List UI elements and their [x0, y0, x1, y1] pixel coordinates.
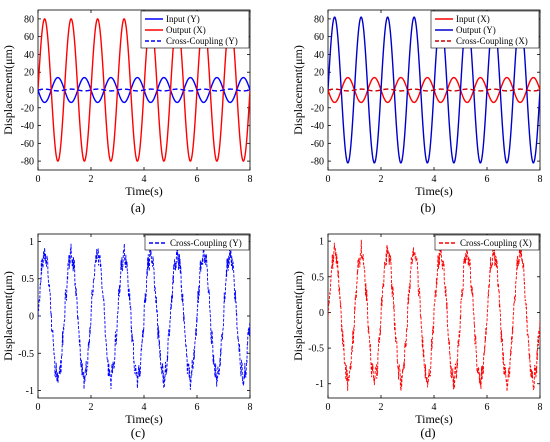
y-tick-label: -1 [316, 379, 324, 390]
x-tick-label: 2 [89, 174, 94, 185]
y-tick-label: -20 [311, 103, 324, 114]
y-tick-label: -0.5 [308, 344, 324, 355]
legend-entry: Cross-Coupling (Y) [170, 238, 242, 248]
x-tick-label: 2 [89, 402, 94, 413]
legend-box [144, 234, 250, 251]
y-tick-label: -80 [311, 157, 324, 168]
y-tick-label: 80 [24, 14, 34, 25]
chart-panel-d: 0 2 4 6 8 -1 -0.5 0 0.5 1 Time(s) Displacement(μm) C… [291, 233, 543, 440]
y-axis-label: Displacement(μm) [291, 271, 305, 361]
legend-entry: Cross-Coupling (X) [456, 36, 528, 46]
panel-caption: (d) [420, 425, 435, 440]
x-tick-label: 8 [538, 174, 543, 185]
y-tick-label: -60 [21, 139, 34, 150]
y-tick-label: -0.5 [18, 349, 34, 360]
x-tick-label: 8 [248, 174, 253, 185]
y-tick-label: 20 [314, 68, 324, 79]
y-tick-label: 0.5 [312, 272, 325, 283]
series-line-2 [38, 88, 250, 92]
x-tick-label: 4 [142, 174, 147, 185]
x-tick-label: 6 [485, 402, 490, 413]
legend-entry: Output (X) [166, 25, 206, 35]
x-tick-label: 8 [538, 402, 543, 413]
x-tick-label: 0 [326, 402, 331, 413]
x-tick-label: 4 [432, 402, 437, 413]
panel-caption: (c) [131, 425, 145, 440]
y-tick-label: 0 [29, 86, 34, 97]
x-tick-label: 4 [142, 402, 147, 413]
y-axis-label: Displacement(μm) [1, 271, 15, 361]
x-tick-label: 2 [379, 174, 384, 185]
y-tick-label: 20 [24, 68, 34, 79]
legend-box [434, 234, 540, 251]
legend-entry: Input (X) [456, 14, 490, 24]
y-tick-label: 0.5 [22, 274, 35, 285]
y-tick-label: 1 [319, 237, 324, 248]
x-axis-label: Time(s) [125, 184, 163, 198]
y-tick-label: 60 [314, 32, 324, 43]
y-tick-label: -40 [311, 121, 324, 132]
chart-panel-a: 0 2 4 6 8 -80 -60 -40 -20 0 20 40 60 80 Time(s) Displac… [1, 9, 253, 215]
panel-caption: (a) [131, 200, 145, 215]
legend-entry: Output (Y) [456, 25, 496, 35]
x-axis-label: Time(s) [415, 184, 453, 198]
x-axis-label: Time(s) [415, 412, 453, 426]
legend-entry: Cross-Coupling (X) [460, 238, 532, 248]
x-tick-label: 0 [36, 402, 41, 413]
panel-caption: (b) [420, 200, 435, 215]
y-tick-label: 60 [24, 32, 34, 43]
y-tick-label: -60 [311, 139, 324, 150]
series-line-0 [328, 239, 540, 392]
x-tick-label: 4 [432, 174, 437, 185]
y-tick-label: 80 [314, 14, 324, 25]
x-tick-label: 6 [485, 174, 490, 185]
y-tick-label: 0 [319, 86, 324, 97]
x-tick-label: 0 [36, 174, 41, 185]
y-tick-label: 1 [29, 237, 34, 248]
chart-panel-b: 0 2 4 6 8 -80 -60 -40 -20 0 20 40 60 80 Time(s) Displac… [291, 9, 543, 215]
y-tick-label: -40 [21, 121, 34, 132]
legend-entry: Input (Y) [166, 14, 200, 24]
y-tick-label: 0 [29, 312, 34, 323]
x-axis-label: Time(s) [125, 412, 163, 426]
y-axis-label: Displacement(μm) [291, 45, 305, 135]
y-tick-label: 0 [319, 308, 324, 319]
y-tick-label: -1 [26, 386, 34, 397]
chart-panel-c: 0 2 4 6 8 -1 -0.5 0 0.5 1 Time(s) Displacement(μm) C… [1, 233, 253, 440]
x-tick-label: 0 [326, 174, 331, 185]
y-axis-label: Displacement(μm) [1, 45, 15, 135]
x-tick-label: 8 [248, 402, 253, 413]
series-line-0 [38, 242, 250, 390]
x-tick-label: 6 [195, 174, 200, 185]
y-tick-label: 40 [24, 50, 34, 61]
x-tick-label: 6 [195, 402, 200, 413]
y-tick-label: -20 [21, 103, 34, 114]
series-line-2 [328, 88, 540, 92]
legend-entry: Cross-Coupling (Y) [166, 36, 238, 46]
x-tick-label: 2 [379, 402, 384, 413]
y-tick-label: 40 [314, 50, 324, 61]
y-tick-label: -80 [21, 157, 34, 168]
